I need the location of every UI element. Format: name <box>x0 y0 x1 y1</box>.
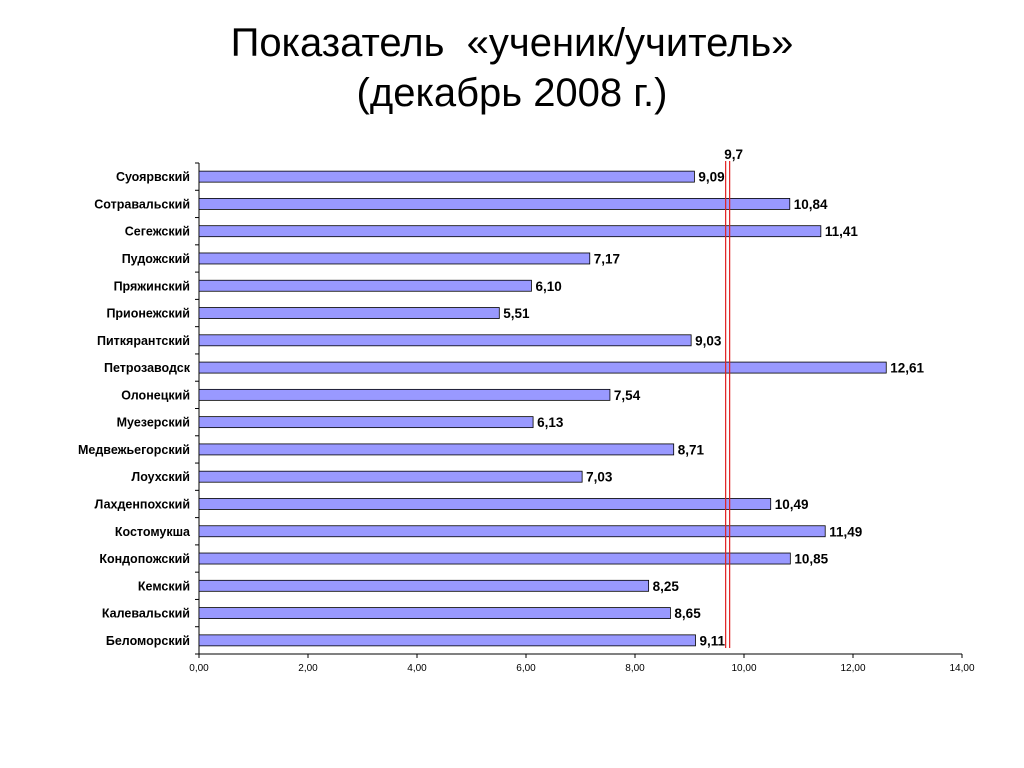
bar <box>198 634 696 647</box>
x-tick-label: 12,00 <box>840 663 865 674</box>
bar <box>198 279 532 292</box>
x-tick-label: 2,00 <box>298 663 318 674</box>
value-label: 8,65 <box>674 606 701 621</box>
category-label: Калевальский <box>102 607 190 621</box>
slide-title: Показатель «ученик/учитель» (декабрь 200… <box>0 18 1024 118</box>
category-label: Медвежьегорский <box>78 443 190 457</box>
value-label: 7,17 <box>594 251 620 266</box>
category-label: Пудожский <box>122 252 190 266</box>
x-tick-label: 8,00 <box>625 663 645 674</box>
bar <box>198 579 650 592</box>
bar <box>198 498 772 510</box>
value-label: 10,85 <box>794 552 828 567</box>
category-label: Петрозаводск <box>104 361 191 375</box>
category-label: Прионежский <box>106 307 190 321</box>
value-label: 9,03 <box>695 333 722 348</box>
category-label: Костомукша <box>115 525 191 539</box>
category-label: Беломорский <box>106 634 190 648</box>
category-label: Сегежский <box>125 225 190 239</box>
bar <box>198 198 791 210</box>
category-label: Лахденпохский <box>94 497 190 511</box>
bar <box>198 252 591 265</box>
value-label: 12,61 <box>890 361 924 376</box>
x-tick-label: 0,00 <box>189 663 209 674</box>
bar <box>198 361 887 374</box>
title-line-2: (декабрь 2008 г.) <box>356 71 668 115</box>
value-label: 8,25 <box>653 579 680 594</box>
value-label: 7,03 <box>586 470 613 485</box>
value-label: 10,84 <box>794 197 828 212</box>
value-label: 6,13 <box>537 415 564 430</box>
category-label: Кемский <box>138 579 190 593</box>
value-label: 11,49 <box>829 524 862 539</box>
category-label: Пряжинский <box>114 279 190 293</box>
bar <box>198 470 583 483</box>
category-label: Питкярантский <box>97 334 190 348</box>
category-label: Олонецкий <box>121 388 190 402</box>
value-label: 5,51 <box>503 306 530 321</box>
category-label: Сотравальский <box>94 197 190 211</box>
x-tick-label: 14,00 <box>949 663 974 674</box>
reference-line-label: 9,7 <box>724 147 743 162</box>
value-label: 9,11 <box>699 633 725 648</box>
bar <box>198 225 822 238</box>
bar <box>198 416 534 429</box>
value-label: 6,10 <box>535 279 561 294</box>
bar <box>198 443 675 456</box>
bar <box>198 607 671 619</box>
x-tick-label: 6,00 <box>516 663 536 674</box>
value-label: 9,09 <box>698 170 724 185</box>
bar <box>198 525 826 538</box>
value-label: 8,71 <box>678 442 705 457</box>
category-label: Суоярвский <box>116 170 190 184</box>
title-line-1: Показатель «ученик/учитель» <box>230 21 794 65</box>
value-label: 11,41 <box>825 224 859 239</box>
x-tick-label: 4,00 <box>407 663 427 674</box>
bar <box>198 334 692 347</box>
category-label: Кондопожский <box>99 552 190 566</box>
value-label: 7,54 <box>614 388 641 403</box>
bar <box>198 307 500 319</box>
x-tick-label: 10,00 <box>731 663 756 674</box>
bar <box>198 552 791 565</box>
category-label: Муезерский <box>117 416 190 430</box>
bar <box>198 388 611 401</box>
category-label: Лоухский <box>131 470 190 484</box>
bar <box>198 170 695 183</box>
value-label: 10,49 <box>775 497 809 512</box>
